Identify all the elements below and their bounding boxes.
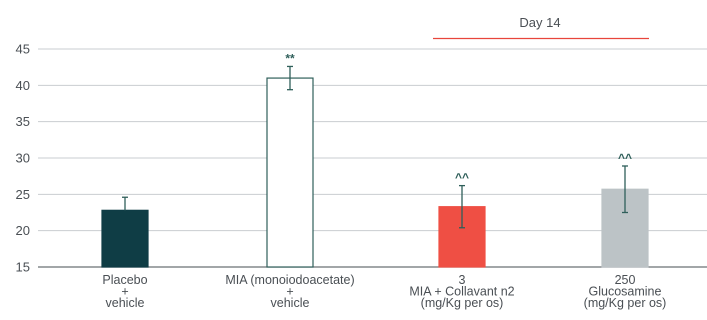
bars (101, 77, 649, 268)
category-label: + (121, 285, 128, 299)
category-label: (mg/Kg per os) (584, 296, 667, 310)
y-tick-label: 45 (16, 42, 30, 57)
category-label: Placebo (102, 273, 147, 287)
y-tick-label: 25 (16, 187, 30, 202)
period-annotation: Day 14 (433, 15, 649, 40)
grid-lines (38, 48, 707, 268)
y-tick-label: 15 (16, 260, 30, 275)
bar (101, 209, 149, 268)
bar (266, 77, 314, 268)
error-bars (122, 65, 628, 229)
significance-markers: ** ^^ ^^ (285, 51, 632, 184)
significance-marker: ** (285, 51, 295, 65)
y-tick-label: 30 (16, 151, 30, 166)
category-label: vehicle (106, 296, 145, 310)
category-label: 250 (615, 273, 636, 287)
y-axis-ticks: 15 20 25 30 35 40 45 (16, 42, 30, 275)
y-tick-label: 35 (16, 114, 30, 129)
y-tick-label: 20 (16, 223, 30, 238)
category-label: MIA + Collavant n2 (409, 285, 514, 299)
category-label: vehicle (271, 296, 310, 310)
category-label: MIA (monoiodoacetate) (225, 273, 354, 287)
significance-marker: ^^ (455, 171, 469, 185)
category-label: Glucosamine (589, 285, 662, 299)
period-label: Day 14 (519, 15, 560, 30)
significance-marker: ^^ (618, 151, 632, 165)
y-tick-label: 40 (16, 78, 30, 93)
category-label: 3 (459, 273, 466, 287)
category-label: (mg/Kg per os) (421, 296, 504, 310)
category-label: + (286, 285, 293, 299)
